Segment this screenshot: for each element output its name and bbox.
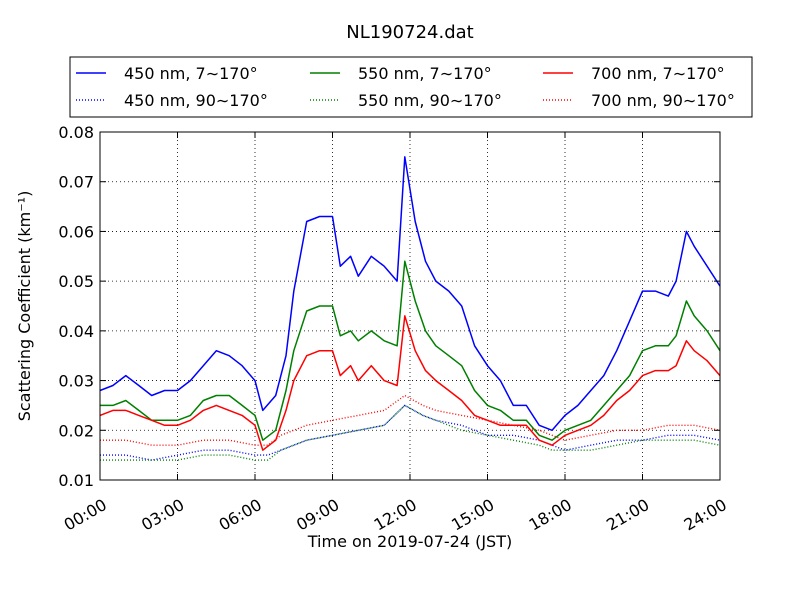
- series-line-solid-008000: [100, 260, 721, 441]
- legend-label: 450 nm, 90∼170°: [124, 91, 268, 110]
- x-tick-label: 21:00: [603, 495, 652, 535]
- x-tick-label: 15:00: [448, 495, 497, 535]
- y-tick-label: 0.06: [58, 222, 94, 241]
- x-tick-label: 09:00: [293, 495, 342, 535]
- y-axis-label: Scattering Coefficient (km⁻¹): [15, 191, 34, 422]
- x-tick-label: 03:00: [138, 495, 187, 535]
- chart-title: NL190724.dat: [346, 22, 473, 43]
- x-axis-label: Time on 2019-07-24 (JST): [307, 532, 512, 551]
- legend: 450 nm, 7∼170° 550 nm, 7∼170° 700 nm, 7∼17…: [69, 56, 753, 118]
- x-tick-label: 24:00: [681, 495, 730, 535]
- plot-area: 00:00 03:00 06:00 09:00 12:00 15:00 18:00 21:00…: [58, 123, 730, 535]
- y-tick-label: 0.03: [58, 372, 94, 391]
- legend-label: 450 nm, 7∼170°: [124, 64, 258, 83]
- y-tick-label: 0.02: [58, 421, 94, 440]
- series-line-dotted-ff0000: [100, 394, 721, 446]
- x-tick-label: 06:00: [216, 495, 265, 535]
- y-tick-label: 0.07: [58, 173, 94, 192]
- legend-label: 550 nm, 90∼170°: [358, 91, 502, 110]
- series-line-solid-0000ff: [99, 156, 721, 432]
- legend-label: 550 nm, 7∼170°: [358, 64, 492, 83]
- y-tick-label: 0.04: [58, 322, 94, 341]
- legend-label: 700 nm, 90∼170°: [591, 91, 735, 110]
- legend-label: 700 nm, 7∼170°: [591, 64, 725, 83]
- y-tick-label: 0.01: [58, 471, 94, 490]
- series-line-solid-ff0000: [99, 315, 721, 451]
- x-tick-label: 18:00: [526, 495, 575, 535]
- series-line-dotted-0000ff: [100, 404, 721, 461]
- series-line-dotted-008000: [100, 404, 721, 461]
- y-tick-label: 0.08: [58, 123, 94, 142]
- x-tick-label: 00:00: [61, 495, 110, 535]
- y-tick-label: 0.05: [58, 272, 94, 291]
- legend-box: [69, 56, 753, 118]
- x-tick-label: 12:00: [371, 495, 420, 535]
